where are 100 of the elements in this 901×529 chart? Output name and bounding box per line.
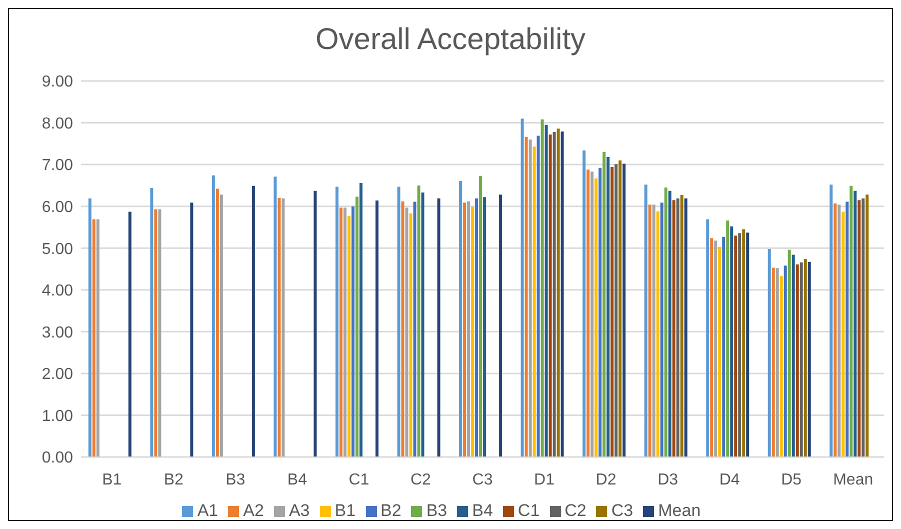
- bar: [282, 198, 285, 457]
- bar: [684, 198, 688, 457]
- bar: [776, 268, 779, 457]
- bar: [96, 219, 100, 457]
- y-tick-label: 7.00: [42, 157, 74, 174]
- bar: [339, 208, 342, 457]
- bar: [128, 212, 132, 457]
- bar: [212, 175, 215, 457]
- bar: [680, 195, 684, 457]
- bar: [343, 208, 346, 457]
- bar: [335, 186, 338, 457]
- x-tick-label: Mean: [833, 471, 874, 488]
- bar: [618, 160, 622, 457]
- bar: [652, 204, 656, 457]
- legend-label: B3: [426, 501, 448, 520]
- legend-label: B4: [472, 501, 493, 520]
- x-tick-label: D1: [534, 471, 555, 488]
- bar: [421, 192, 424, 457]
- y-tick-label: 8.00: [42, 115, 74, 132]
- bar: [796, 264, 799, 457]
- x-tick-label: D4: [719, 471, 740, 488]
- bar: [722, 236, 726, 457]
- bar: [718, 246, 722, 457]
- bar: [738, 233, 742, 457]
- bar: [838, 204, 841, 457]
- x-tick-label: B1: [102, 471, 122, 488]
- bar: [746, 232, 750, 457]
- bar: [540, 119, 544, 457]
- bar: [216, 188, 219, 457]
- bar: [648, 204, 652, 457]
- bar: [784, 266, 787, 457]
- bar: [437, 198, 440, 457]
- legend-label: B2: [380, 501, 402, 520]
- bar: [850, 186, 853, 457]
- bar: [772, 268, 775, 457]
- bar: [602, 152, 606, 457]
- legend-label: A2: [243, 501, 264, 520]
- x-tick-label: C3: [472, 471, 493, 488]
- bar: [622, 164, 626, 457]
- bar: [668, 190, 672, 457]
- bar: [560, 132, 564, 457]
- bar: [413, 202, 416, 457]
- bar: [154, 209, 158, 457]
- bar: [409, 213, 412, 457]
- x-tick-label: D5: [781, 471, 802, 488]
- bar: [726, 220, 730, 457]
- bar: [672, 200, 676, 457]
- bar: [854, 190, 857, 457]
- bar: [780, 276, 783, 457]
- bar: [417, 185, 420, 457]
- bar: [788, 250, 791, 457]
- bar: [252, 186, 255, 457]
- x-tick-label: D2: [596, 471, 616, 488]
- bar: [405, 208, 408, 457]
- bar: [656, 211, 660, 457]
- bar: [768, 248, 771, 457]
- chart-title: Overall Acceptability: [314, 22, 587, 58]
- legend-label: A3: [288, 501, 310, 520]
- x-tick-label: B3: [226, 471, 246, 488]
- legend-label: Mean: [658, 501, 701, 520]
- legend-label: C3: [611, 501, 634, 520]
- legend-label: A1: [197, 501, 218, 520]
- x-tick-label: B4: [287, 471, 308, 488]
- bar: [467, 201, 470, 457]
- legend-label: C1: [518, 501, 540, 520]
- bar: [830, 184, 833, 457]
- bar: [676, 198, 680, 457]
- bar: [520, 118, 524, 457]
- bar: [714, 240, 718, 457]
- bar: [532, 146, 536, 457]
- bar: [858, 200, 861, 457]
- bar: [499, 194, 502, 457]
- bar: [614, 164, 618, 457]
- bar: [582, 150, 586, 457]
- bar: [792, 254, 795, 457]
- y-tick-label: 4.00: [42, 282, 74, 300]
- bar: [606, 157, 610, 457]
- bar: [590, 172, 594, 457]
- bar: [459, 180, 462, 457]
- bar: [846, 202, 849, 457]
- legend-label: C2: [564, 501, 586, 520]
- bar: [479, 176, 482, 457]
- bar: [742, 229, 746, 457]
- bar: [556, 128, 560, 457]
- y-tick-label: 6.00: [42, 199, 74, 216]
- y-tick-label: 0.00: [42, 450, 74, 467]
- bar: [808, 262, 811, 457]
- bar: [471, 206, 474, 457]
- bar: [150, 188, 154, 457]
- bar: [644, 184, 648, 457]
- bar: [314, 190, 317, 457]
- bar: [475, 198, 478, 457]
- bar: [355, 196, 358, 457]
- bar: [483, 197, 486, 457]
- bar: [706, 219, 710, 457]
- bar: [842, 212, 845, 457]
- bar: [528, 139, 532, 457]
- x-tick-label: C1: [348, 471, 370, 488]
- bar: [594, 178, 598, 457]
- bar: [800, 262, 803, 457]
